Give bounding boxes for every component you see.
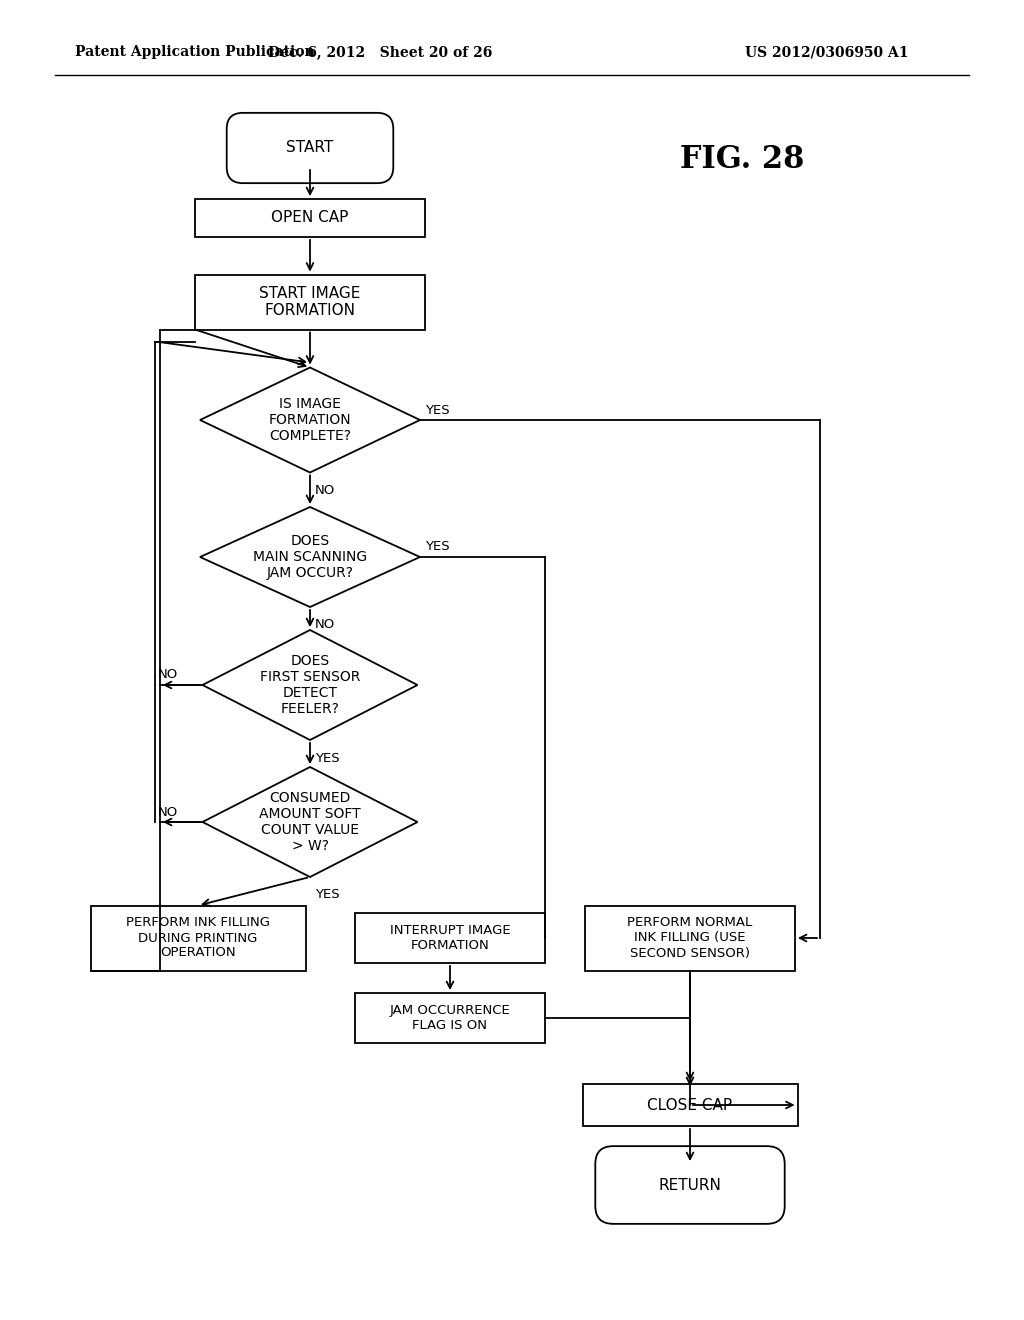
Bar	[355, 913, 545, 964]
Text: NO: NO	[315, 484, 335, 498]
Polygon shape	[203, 767, 418, 876]
Bar	[195, 275, 425, 330]
Polygon shape	[203, 630, 418, 741]
Text: NO: NO	[315, 619, 335, 631]
Text: Patent Application Publication: Patent Application Publication	[75, 45, 314, 59]
Text: OPEN CAP: OPEN CAP	[271, 210, 349, 226]
Text: YES: YES	[425, 540, 450, 553]
Text: IS IMAGE
FORMATION
COMPLETE?: IS IMAGE FORMATION COMPLETE?	[268, 397, 351, 444]
Text: NO: NO	[158, 668, 178, 681]
Text: START IMAGE
FORMATION: START IMAGE FORMATION	[259, 286, 360, 318]
Text: NO: NO	[158, 805, 178, 818]
Polygon shape	[200, 507, 420, 607]
Text: INTERRUPT IMAGE
FORMATION: INTERRUPT IMAGE FORMATION	[390, 924, 510, 952]
Text: RETURN: RETURN	[658, 1177, 722, 1192]
Text: Dec. 6, 2012   Sheet 20 of 26: Dec. 6, 2012 Sheet 20 of 26	[268, 45, 493, 59]
Text: PERFORM NORMAL
INK FILLING (USE
SECOND SENSOR): PERFORM NORMAL INK FILLING (USE SECOND S…	[628, 916, 753, 960]
FancyBboxPatch shape	[595, 1146, 784, 1224]
Polygon shape	[200, 367, 420, 473]
Text: DOES
MAIN SCANNING
JAM OCCUR?: DOES MAIN SCANNING JAM OCCUR?	[253, 533, 367, 581]
Text: US 2012/0306950 A1: US 2012/0306950 A1	[745, 45, 908, 59]
Text: YES: YES	[315, 751, 340, 764]
Text: JAM OCCURRENCE
FLAG IS ON: JAM OCCURRENCE FLAG IS ON	[389, 1005, 510, 1032]
Text: PERFORM INK FILLING
DURING PRINTING
OPERATION: PERFORM INK FILLING DURING PRINTING OPER…	[126, 916, 270, 960]
Text: CONSUMED
AMOUNT SOFT
COUNT VALUE
> W?: CONSUMED AMOUNT SOFT COUNT VALUE > W?	[259, 791, 360, 853]
Text: YES: YES	[315, 888, 340, 902]
Text: DOES
FIRST SENSOR
DETECT
FEELER?: DOES FIRST SENSOR DETECT FEELER?	[260, 653, 360, 717]
FancyBboxPatch shape	[226, 112, 393, 183]
Text: YES: YES	[425, 404, 450, 417]
Text: CLOSE CAP: CLOSE CAP	[647, 1097, 732, 1113]
Text: START: START	[287, 140, 334, 156]
Bar	[90, 906, 305, 970]
Bar	[195, 199, 425, 238]
Bar	[355, 993, 545, 1043]
Bar	[585, 906, 795, 970]
Bar	[583, 1084, 798, 1126]
Text: FIG. 28: FIG. 28	[680, 144, 805, 176]
